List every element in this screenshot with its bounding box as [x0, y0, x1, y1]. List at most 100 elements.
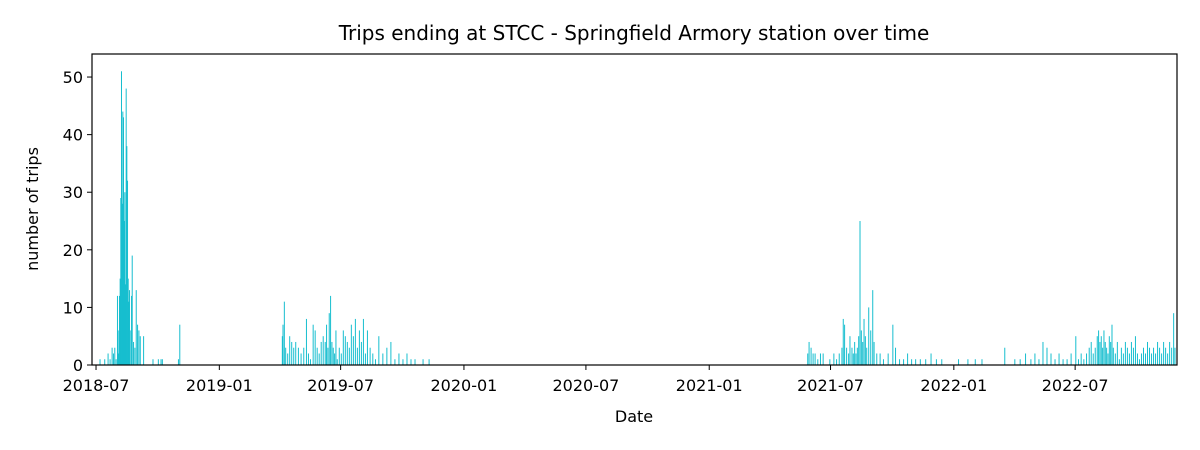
bar-2021-11-20: [925, 359, 927, 365]
bar-2018-08-07: [120, 197, 122, 365]
bar-2019-04-06: [282, 324, 284, 365]
bar-2018-08-14: [125, 284, 127, 365]
bar-2019-11-01: [422, 359, 424, 365]
bar-2018-08-23: [131, 295, 133, 365]
bar-2022-08-13: [1103, 330, 1105, 365]
bar-2021-07-30: [849, 336, 851, 365]
bar-2022-09-26: [1132, 347, 1134, 365]
bar-2019-08-22: [374, 359, 376, 365]
bar-2019-10-20: [414, 359, 416, 365]
bar-2021-11-05: [915, 359, 917, 365]
bar-2018-08-09: [121, 203, 123, 365]
bar-2019-05-14: [307, 353, 309, 365]
bar-2022-11-01: [1157, 341, 1159, 365]
bar-2019-04-19: [291, 341, 293, 365]
bar-2018-08-30: [135, 290, 137, 365]
bar-2018-08-05: [118, 295, 120, 365]
bar-2022-04-26: [1030, 359, 1032, 365]
bar-2022-08-17: [1106, 347, 1108, 365]
bar-2022-07-22: [1088, 347, 1090, 365]
bar-2021-10-02: [892, 324, 894, 365]
bar-2022-09-23: [1130, 341, 1132, 365]
bar-2019-10-02: [402, 359, 404, 365]
bars-group: [99, 71, 1176, 365]
x-tick-label: 2018-07: [63, 376, 130, 395]
bar-2019-08-18: [372, 353, 374, 365]
bar-2018-08-19: [128, 301, 130, 365]
bar-2018-07-22: [109, 359, 111, 365]
bar-2022-05-02: [1034, 353, 1036, 365]
bar-2019-05-11: [305, 318, 307, 365]
bar-2022-11-22: [1171, 347, 1173, 365]
x-axis-label: Date: [615, 407, 653, 426]
bar-2021-08-12: [858, 336, 860, 365]
y-tick-label: 40: [63, 126, 83, 145]
bar-2019-06-18: [331, 341, 333, 365]
bar-2019-06-05: [322, 336, 324, 365]
bar-2021-08-30: [870, 330, 872, 365]
bar-2021-10-06: [895, 347, 897, 365]
bar-2021-07-22: [844, 324, 846, 365]
bar-2021-08-24: [866, 347, 868, 365]
bar-2019-07-17: [350, 324, 352, 365]
bar-2018-08-21: [129, 330, 131, 365]
bar-2018-08-08: [120, 71, 122, 365]
bar-2021-06-08: [814, 353, 816, 365]
bar-2021-10-12: [899, 359, 901, 365]
bar-2022-10-08: [1140, 353, 1142, 365]
bar-2019-09-08: [386, 347, 388, 365]
bar-2019-06-29: [338, 347, 340, 365]
bar-2019-08-07: [364, 353, 366, 365]
bar-2021-05-30: [808, 341, 810, 365]
bar-2019-08-01: [360, 341, 362, 365]
bar-2022-09-14: [1124, 341, 1126, 365]
bar-2022-10-14: [1145, 353, 1146, 365]
bar-2022-07-14: [1083, 359, 1085, 365]
bar-2021-08-27: [868, 307, 870, 365]
bar-2021-08-10: [856, 347, 858, 365]
bar-2021-08-08: [855, 353, 857, 365]
bar-2022-02-02: [974, 359, 976, 365]
bar-2021-09-08: [876, 353, 878, 365]
bar-2022-08-23: [1110, 341, 1112, 365]
bar-2018-09-05: [139, 336, 141, 365]
bar-2018-08-13: [124, 192, 126, 365]
bar-2022-11-16: [1167, 353, 1169, 365]
bar-2021-07-06: [833, 353, 835, 365]
bar-2019-06-08: [324, 341, 326, 365]
x-tick-label: 2020-07: [552, 376, 619, 395]
bar-2018-08-28: [134, 347, 136, 365]
bar-2018-07-14: [104, 359, 106, 365]
bar-2022-08-19: [1107, 353, 1109, 365]
y-tick-label: 50: [63, 68, 83, 87]
bar-2019-04-10: [285, 347, 287, 365]
bar-2019-06-16: [330, 295, 332, 365]
bar-2022-01-22: [967, 359, 969, 365]
bar-2021-07-10: [836, 359, 838, 365]
bar-2019-05-07: [303, 347, 305, 365]
bar-2019-11-10: [428, 359, 430, 365]
bar-2022-03-18: [1004, 347, 1006, 365]
y-axis-ticks: 0 10 20 30 40 50: [63, 68, 92, 375]
bar-2018-08-06: [119, 278, 121, 365]
bar-2019-04-22: [293, 347, 295, 365]
bar-2019-04-05: [281, 336, 283, 365]
bar-2019-08-10: [366, 330, 368, 365]
plot-frame: [91, 53, 1178, 366]
bar-2022-11-19: [1169, 341, 1171, 365]
bar-2018-11-03: [179, 324, 181, 365]
bar-2019-04-25: [295, 341, 297, 365]
bar-2022-06-25: [1070, 353, 1072, 365]
x-tick-label: 2022-01: [920, 376, 987, 395]
bar-2018-07-07: [99, 359, 101, 365]
bar-2019-08-27: [378, 336, 380, 365]
bar-2019-05-03: [300, 353, 302, 365]
bar-2022-07-31: [1094, 347, 1096, 365]
bar-2022-09-17: [1126, 347, 1128, 365]
bar-2018-10-08: [161, 359, 163, 365]
bar-2018-09-01: [137, 324, 139, 365]
bar-2018-08-24: [131, 255, 133, 365]
bar-2021-07-18: [841, 347, 843, 365]
bar-2019-04-16: [289, 336, 291, 365]
